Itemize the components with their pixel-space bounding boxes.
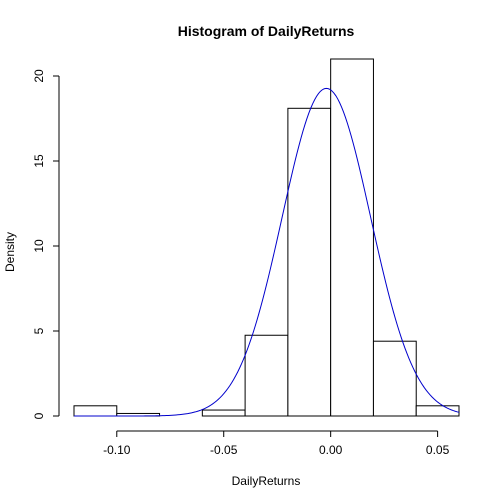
density-curve: [74, 87, 460, 417]
y-tick-label: 15: [32, 154, 46, 168]
x-axis: -0.10 -0.05 0.00 0.05: [103, 430, 450, 457]
y-axis: 0 5 10 15 20: [32, 69, 60, 419]
histogram-bar-8: [415, 405, 460, 417]
y-tick-label: 5: [32, 327, 46, 334]
histogram-bar-3: [201, 409, 246, 417]
histogram-bar-5: [287, 107, 332, 417]
y-axis-label: Density: [3, 232, 17, 272]
histogram-bar-7: [372, 340, 417, 417]
y-tick-label: 10: [32, 239, 46, 253]
x-tick-label: 0.00: [319, 443, 343, 457]
histogram-bar-4: [244, 334, 289, 417]
x-tick-label: -0.05: [210, 443, 238, 457]
x-tick-label: -0.10: [103, 443, 131, 457]
density-curve-layer: [74, 87, 460, 417]
chart-title: Histogram of DailyReturns: [178, 23, 355, 39]
bars-layer: [73, 58, 460, 417]
histogram-bar-6: [330, 58, 374, 417]
histogram-bar-0: [73, 405, 118, 417]
x-axis-label: DailyReturns: [232, 474, 301, 488]
x-tick-label: 0.05: [426, 443, 450, 457]
y-tick-label: 0: [32, 412, 46, 419]
y-tick-label: 20: [32, 69, 46, 83]
